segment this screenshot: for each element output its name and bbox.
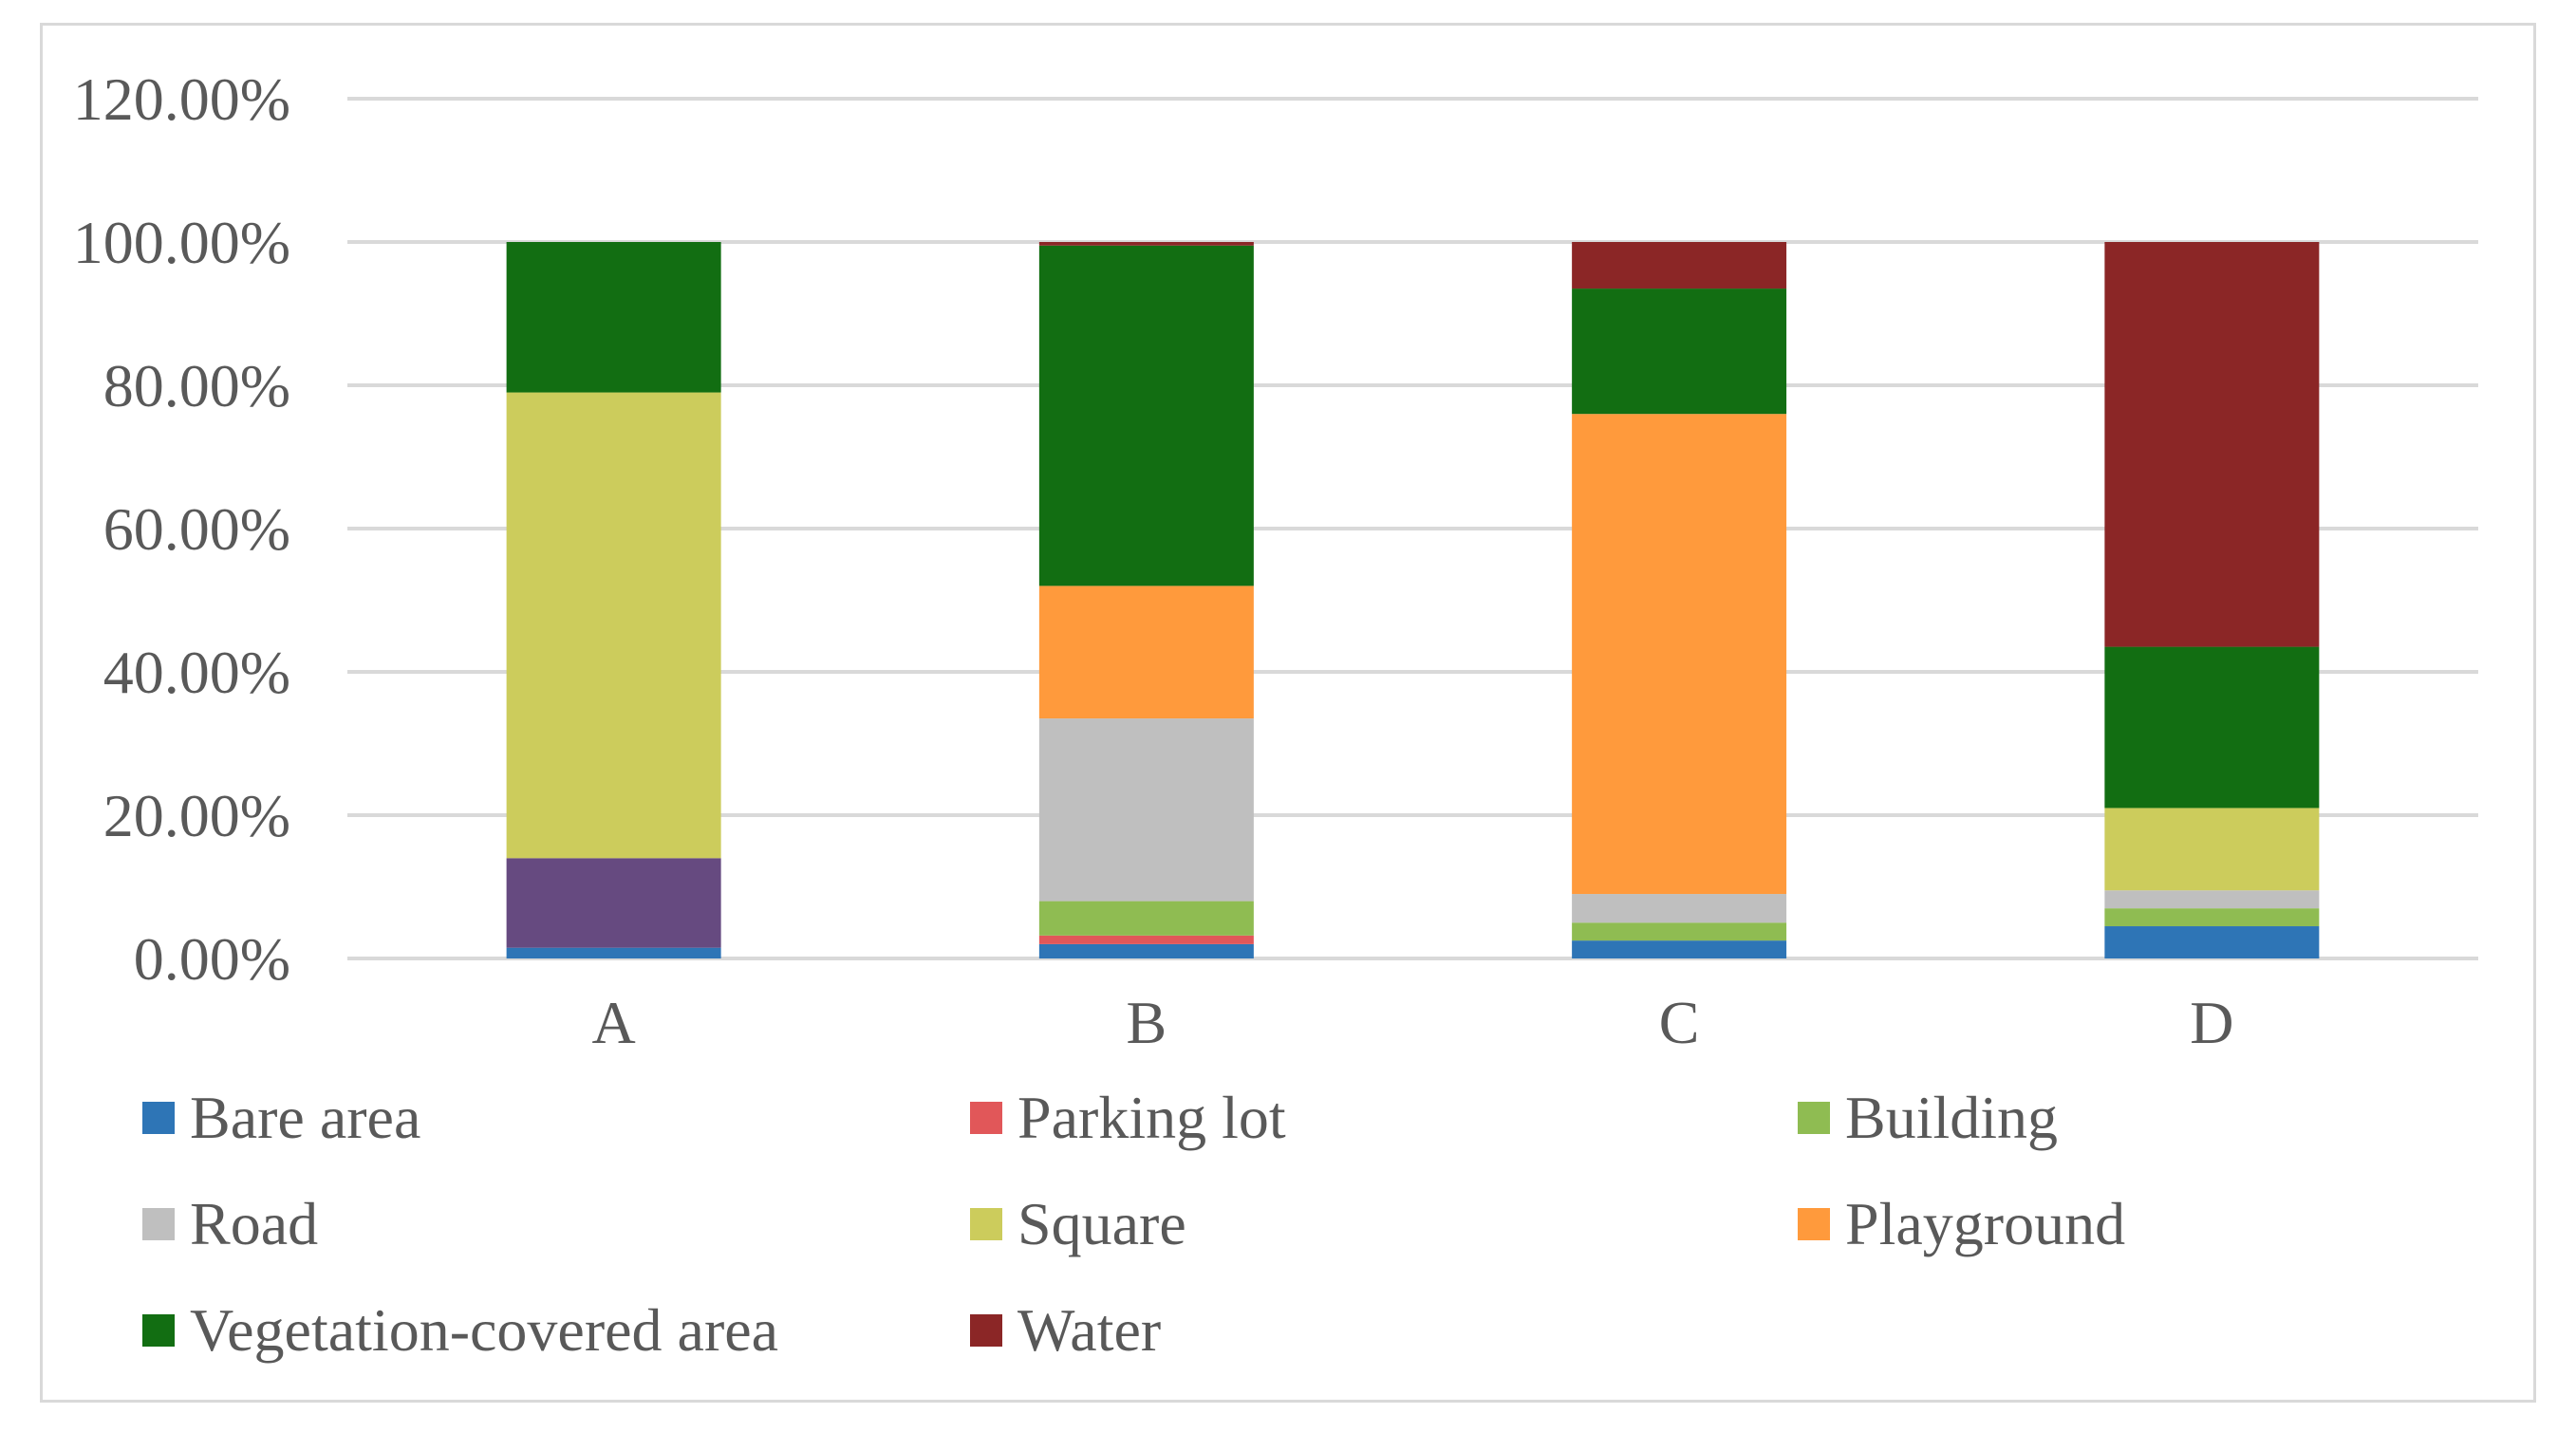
legend-swatch: [970, 1208, 1002, 1240]
bar-segment-B-playground: [1038, 586, 1254, 719]
bar-segment-D-road: [2104, 890, 2320, 909]
legend-item: Playground: [1798, 1190, 2125, 1257]
legend-item: Parking lot: [970, 1084, 1286, 1151]
bar-segment-C-road: [1572, 894, 1787, 923]
legend-swatch: [970, 1102, 1002, 1134]
legend-item: Square: [970, 1190, 1186, 1257]
y-tick-label: 120.00%: [73, 65, 290, 133]
bar-segment-C-bare-area: [1572, 940, 1787, 958]
legend-item: Road: [142, 1190, 318, 1257]
legend-swatch: [1798, 1102, 1830, 1134]
chart-frame: 0.00% 20.00% 40.00% 60.00% 80.00% 100.00% 120.…: [40, 23, 2536, 1403]
y-tick-label: 0.00%: [134, 925, 290, 993]
legend-label: Water: [1017, 1296, 1161, 1364]
legend-swatch: [142, 1102, 175, 1134]
axis-layer: 0.00% 20.00% 40.00% 60.00% 80.00% 100.00% 120.…: [73, 65, 2234, 1056]
legend-label: Building: [1845, 1084, 2058, 1151]
legend-label: Vegetation-covered area: [190, 1296, 778, 1364]
bar-segment-A-vegetation-covered-area: [506, 242, 721, 393]
y-tick-label: 100.00%: [73, 209, 290, 276]
legend-swatch: [970, 1314, 1002, 1347]
x-tick-label: B: [1127, 989, 1167, 1056]
bar-segment-D-vegetation-covered-area: [2104, 646, 2320, 809]
legend-swatch: [142, 1314, 175, 1347]
bar-segment-D-square: [2104, 808, 2320, 891]
bar-segment-C-water: [1572, 242, 1787, 289]
bar-segment-A-unlabeled: [506, 858, 721, 948]
bar-segment-B-water: [1038, 242, 1254, 246]
x-tick-label: D: [2190, 989, 2233, 1056]
bar-segment-C-vegetation-covered-area: [1572, 288, 1787, 415]
legend-swatch: [1798, 1208, 1830, 1240]
bar-segment-B-road: [1038, 718, 1254, 902]
legend-item: Vegetation-covered area: [142, 1296, 778, 1364]
stacked-bar-chart: 0.00% 20.00% 40.00% 60.00% 80.00% 100.00% 120.…: [73, 65, 2478, 1364]
y-tick-label: 20.00%: [103, 782, 290, 849]
legend-label: Bare area: [190, 1084, 420, 1151]
bar-segment-D-bare-area: [2104, 926, 2320, 958]
y-tick-label: 60.00%: [103, 495, 290, 563]
bar-segment-C-playground: [1572, 414, 1787, 895]
bar-segment-C-building: [1572, 922, 1787, 941]
legend-label: Playground: [1845, 1190, 2125, 1257]
legend-item: Water: [970, 1296, 1161, 1364]
x-tick-label: A: [592, 989, 636, 1056]
bar-segment-D-building: [2104, 908, 2320, 927]
bar-segment-B-parking-lot: [1038, 935, 1254, 944]
bar-segment-A-square: [506, 392, 721, 859]
bar-segment-D-water: [2104, 242, 2320, 647]
x-tick-label: C: [1659, 989, 1700, 1056]
y-tick-label: 80.00%: [103, 352, 290, 419]
bar-segment-B-building: [1038, 901, 1254, 936]
legend-label: Square: [1017, 1190, 1186, 1257]
bar-segment-B-bare-area: [1038, 943, 1254, 958]
legend: Bare area Parking lot Building Road Square Pl…: [142, 1084, 2125, 1364]
y-tick-label: 40.00%: [103, 639, 290, 706]
legend-label: Road: [190, 1190, 318, 1257]
legend-label: Parking lot: [1017, 1084, 1286, 1151]
bar-segment-B-vegetation-covered-area: [1038, 245, 1254, 586]
legend-item: Bare area: [142, 1084, 420, 1151]
legend-item: Building: [1798, 1084, 2058, 1151]
legend-swatch: [142, 1208, 175, 1240]
bar-layer: [506, 242, 2320, 958]
bar-segment-A-bare-area: [506, 947, 721, 958]
